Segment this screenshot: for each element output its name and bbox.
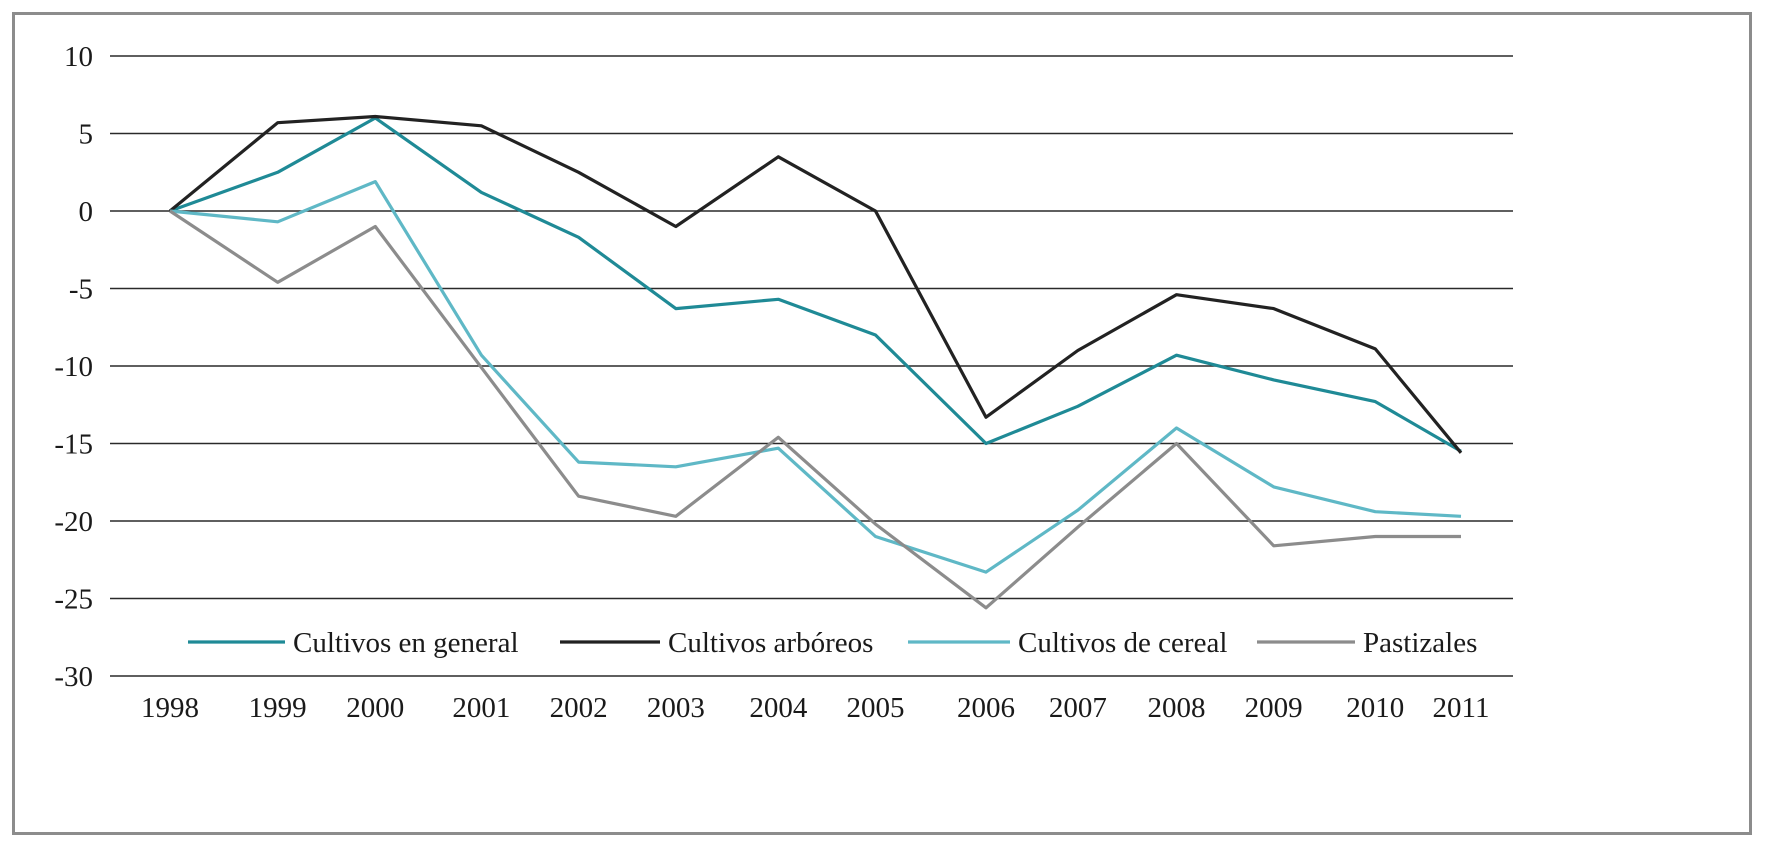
y-tick-label: -15: [54, 429, 93, 461]
x-tick-label: 2008: [1147, 692, 1205, 724]
gridlines: [110, 55, 1513, 677]
x-axis-ticks: 1998 1999 2000 2001 2002 2003 2004 2005 2006 2007…: [141, 692, 1489, 724]
legend-label: Pastizales: [1363, 627, 1477, 659]
x-tick-label: 2003: [647, 692, 705, 724]
legend-label: Cultivos arbóreos: [668, 627, 873, 659]
y-tick-label: -10: [54, 351, 93, 383]
y-tick-label: -25: [54, 584, 93, 616]
legend-label: Cultivos de cereal: [1018, 627, 1227, 659]
x-tick-label: 2002: [550, 692, 608, 724]
x-tick-label: 2011: [1433, 692, 1490, 724]
y-tick-label: 5: [79, 119, 94, 151]
x-tick-label: 2010: [1346, 692, 1404, 724]
y-axis-ticks: 10 5 0 -5 -10 -15 -20 -25 -30: [54, 41, 93, 693]
x-tick-label: 2004: [749, 692, 808, 724]
y-tick-label: 0: [79, 196, 94, 228]
series-lines: [168, 114, 1463, 610]
series-line-4: [169, 209, 1461, 610]
y-tick-label: 10: [64, 41, 93, 73]
legend-label: Cultivos en general: [293, 627, 519, 659]
y-tick-label: -5: [69, 274, 93, 306]
x-tick-label: 2001: [452, 692, 510, 724]
x-tick-label: 2007: [1049, 692, 1107, 724]
line-chart: 10 5 0 -5 -10 -15 -20 -25 -30 1998 1999 2000 2001 20…: [54, 41, 1513, 724]
x-tick-label: 2009: [1245, 692, 1303, 724]
series-line-3: [169, 180, 1462, 574]
x-tick-label: 2006: [957, 692, 1015, 724]
x-tick-label: 1998: [141, 692, 199, 724]
x-tick-label: 2005: [847, 692, 905, 724]
chart-frame: 10 5 0 -5 -10 -15 -20 -25 -30 1998 1999 2000 2001 20…: [12, 12, 1752, 835]
series-line-2: [168, 114, 1463, 454]
y-tick-label: -20: [54, 506, 93, 538]
legend: Cultivos en general Cultivos arbóreos Cult…: [188, 627, 1477, 659]
series-line-1: [169, 116, 1462, 453]
x-tick-label: 1999: [249, 692, 307, 724]
x-tick-label: 2000: [346, 692, 404, 724]
y-tick-label: -30: [54, 661, 93, 693]
